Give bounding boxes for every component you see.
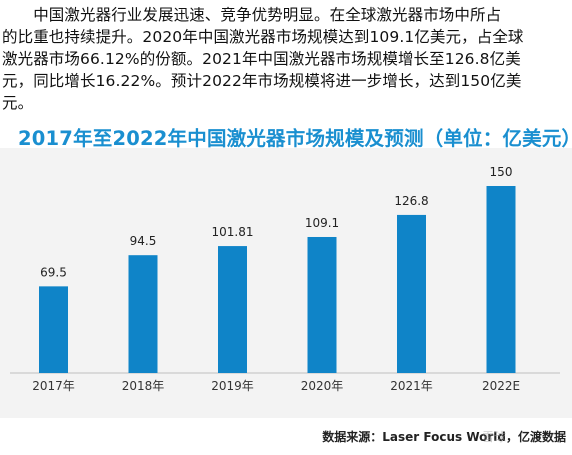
bar-2022E [486,186,516,373]
data-label: 126.8 [394,194,428,208]
intro-paragraph: 中国激光器行业发展迅速、竞争优势明显。在全球激光器市场中所占 的比重也持续提升。… [2,4,558,114]
chart-title: 2017年至2022年中国激光器市场规模及预测（单位：亿美元） [18,127,572,150]
data-label: 94.5 [130,234,157,248]
x-tick-label: 2022E [482,379,520,393]
intro-line: 激光器市场66.12%的份额。2021年中国激光器市场规模增长至126.8亿美 [2,50,521,68]
intro-line: 元。 [2,94,34,112]
data-label: 109.1 [305,216,339,230]
source-note: 数据来源：Laser Focus World，亿渡数据 [322,430,566,444]
x-tick-label: 2017年 [32,379,75,393]
bar-2020年 [307,236,337,373]
x-tick-label: 2021年 [390,379,433,393]
x-tick-label: 2018年 [122,379,165,393]
intro-line: 元，同比增长16.22%。预计2022年市场规模将进一步增长，达到150亿美 [2,72,522,90]
x-tick-label: 2020年 [301,379,344,393]
x-tick-label: 2019年 [211,379,254,393]
intro-line: 中国激光器行业发展迅速、竞争优势明显。在全球激光器市场中所占 [2,6,502,24]
bar-chart: 69.5 2017年 94.5 2018年 101.81 2019年 109.1 2020年 1… [10,165,560,393]
bar-2021年 [397,214,426,373]
bar-2017年 [39,286,68,373]
data-label: 150 [490,165,513,179]
bar-2019年 [218,246,247,373]
bar-2018年 [128,255,158,373]
intro-line: 的比重也持续提升。2020年中国激光器市场规模达到109.1亿美元，占全球 [2,28,524,46]
watermark: 雪球 [482,430,507,444]
data-label: 69.5 [40,265,67,279]
data-label: 101.81 [212,225,254,239]
